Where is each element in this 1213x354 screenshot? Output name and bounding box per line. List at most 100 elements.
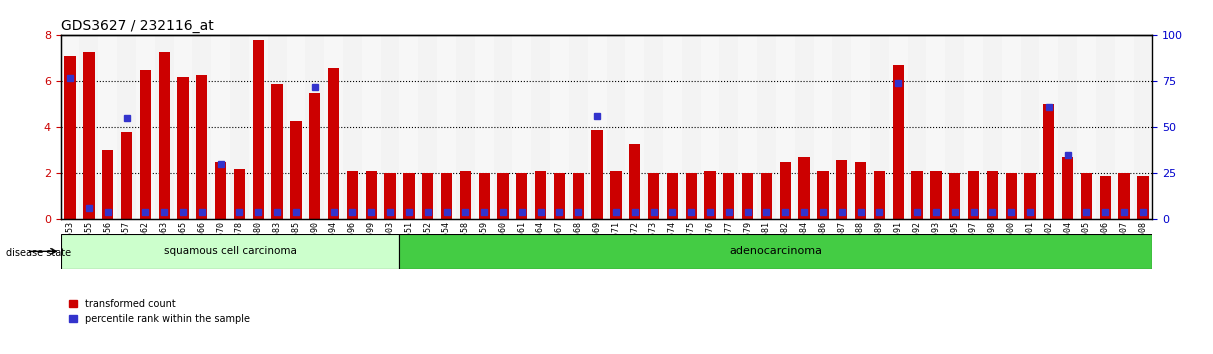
Bar: [795, 35, 814, 219]
Bar: [102, 150, 113, 219]
Bar: [403, 173, 415, 219]
Text: squamous cell carcinoma: squamous cell carcinoma: [164, 246, 296, 256]
Bar: [64, 56, 75, 219]
Bar: [644, 35, 664, 219]
Bar: [324, 35, 343, 219]
Bar: [268, 35, 286, 219]
Bar: [61, 35, 80, 219]
Text: adenocarcinoma: adenocarcinoma: [729, 246, 822, 256]
Bar: [630, 143, 640, 219]
Bar: [422, 173, 433, 219]
Bar: [193, 35, 211, 219]
Bar: [685, 173, 696, 219]
Bar: [230, 35, 249, 219]
Bar: [80, 35, 98, 219]
Bar: [215, 162, 227, 219]
Bar: [84, 51, 95, 219]
Bar: [587, 35, 606, 219]
Bar: [437, 35, 456, 219]
Bar: [98, 35, 118, 219]
Bar: [494, 35, 512, 219]
Bar: [742, 173, 753, 219]
Bar: [606, 35, 626, 219]
Bar: [1133, 35, 1152, 219]
Text: disease state: disease state: [6, 248, 72, 258]
Bar: [852, 35, 870, 219]
Bar: [701, 35, 719, 219]
Bar: [907, 35, 927, 219]
Bar: [272, 84, 283, 219]
Bar: [554, 173, 565, 219]
Bar: [1077, 35, 1095, 219]
Bar: [290, 120, 302, 219]
Bar: [155, 35, 173, 219]
Bar: [136, 35, 155, 219]
Bar: [761, 173, 773, 219]
Bar: [648, 173, 659, 219]
Bar: [723, 173, 735, 219]
Bar: [456, 35, 474, 219]
Bar: [964, 35, 983, 219]
Bar: [983, 35, 1002, 219]
Bar: [911, 171, 923, 219]
Bar: [1020, 35, 1040, 219]
Bar: [399, 35, 418, 219]
Bar: [1002, 35, 1020, 219]
Bar: [118, 35, 136, 219]
Bar: [592, 130, 603, 219]
Bar: [719, 35, 739, 219]
Bar: [211, 35, 230, 219]
Bar: [682, 35, 701, 219]
Bar: [159, 51, 170, 219]
Bar: [930, 171, 941, 219]
Bar: [1024, 173, 1036, 219]
Bar: [1063, 157, 1074, 219]
Bar: [418, 35, 437, 219]
Bar: [252, 40, 264, 219]
Bar: [757, 35, 776, 219]
Bar: [705, 171, 716, 219]
Bar: [873, 171, 885, 219]
Bar: [1081, 173, 1092, 219]
Bar: [814, 35, 832, 219]
Legend: transformed count, percentile rank within the sample: transformed count, percentile rank withi…: [66, 295, 254, 328]
Bar: [306, 35, 324, 219]
Bar: [573, 173, 583, 219]
Bar: [1043, 104, 1054, 219]
Bar: [927, 35, 945, 219]
Bar: [460, 171, 471, 219]
Bar: [664, 35, 682, 219]
Bar: [385, 173, 395, 219]
Bar: [832, 35, 852, 219]
Bar: [549, 35, 569, 219]
Bar: [569, 35, 587, 219]
Bar: [61, 234, 399, 269]
Bar: [986, 171, 998, 219]
Bar: [1138, 176, 1149, 219]
Bar: [1040, 35, 1058, 219]
Bar: [1118, 173, 1129, 219]
Bar: [1058, 35, 1077, 219]
Bar: [234, 169, 245, 219]
Bar: [343, 35, 361, 219]
Bar: [626, 35, 644, 219]
Bar: [365, 171, 377, 219]
Bar: [535, 171, 546, 219]
Bar: [610, 171, 621, 219]
Bar: [855, 162, 866, 219]
Bar: [780, 162, 791, 219]
Bar: [667, 173, 678, 219]
Bar: [1006, 173, 1016, 219]
Bar: [517, 173, 528, 219]
Bar: [249, 35, 268, 219]
Bar: [512, 35, 531, 219]
Bar: [197, 75, 207, 219]
Bar: [361, 35, 381, 219]
Bar: [739, 35, 757, 219]
Bar: [893, 65, 904, 219]
Bar: [399, 234, 1152, 269]
Bar: [286, 35, 306, 219]
Bar: [173, 35, 193, 219]
Bar: [1100, 176, 1111, 219]
Bar: [836, 160, 848, 219]
